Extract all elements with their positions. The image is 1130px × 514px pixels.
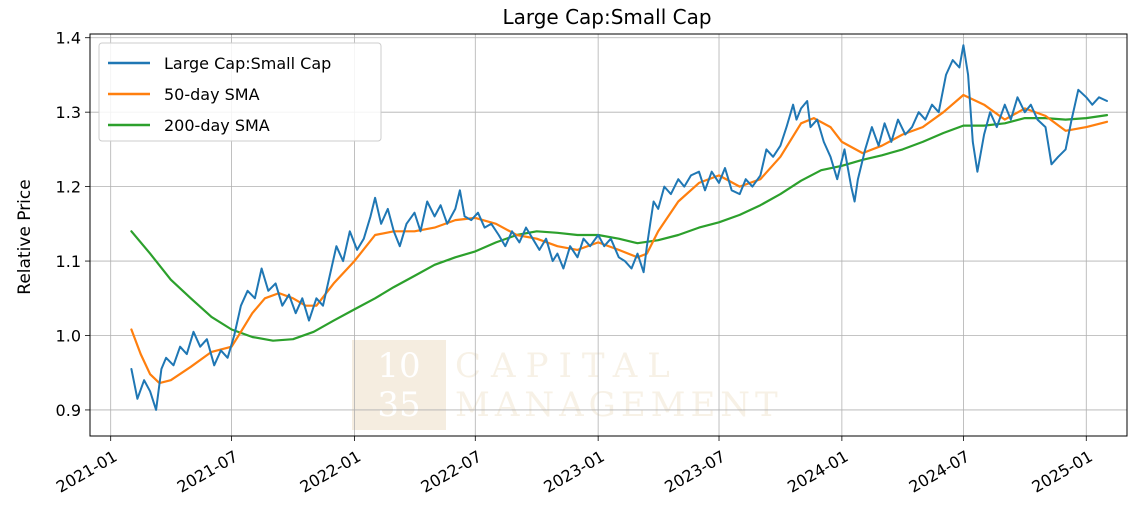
plot-frame xyxy=(89,33,1128,437)
y-tick-label: 1.0 xyxy=(56,327,81,346)
x-tick-label: 2021-01 xyxy=(53,447,120,497)
legend-label: 50-day SMA xyxy=(164,85,260,104)
x-tick-label: 2025-01 xyxy=(1028,447,1095,497)
y-tick-label: 0.9 xyxy=(56,401,81,420)
y-axis-label: Relative Price xyxy=(15,179,35,294)
y-tick-label: 1.1 xyxy=(56,252,81,271)
axes xyxy=(89,33,1128,437)
series-line-1 xyxy=(130,93,1109,385)
x-tick-label: 2022-07 xyxy=(417,447,484,497)
x-tick-label: 2024-01 xyxy=(784,447,851,497)
legend: Large Cap:Small Cap 50-day SMA 200-day SMA xyxy=(98,42,382,142)
legend-label: 200-day SMA xyxy=(164,116,270,135)
series-line-0 xyxy=(130,44,1108,411)
x-tick-label: 2022-01 xyxy=(297,447,364,497)
watermark-text-line2: MANAGEMENT xyxy=(455,385,783,425)
watermark-logo: 10 35 CAPITAL MANAGEMENT xyxy=(352,340,783,430)
legend-frame xyxy=(98,42,382,142)
watermark-box-line2: 35 xyxy=(377,385,420,425)
y-tick-label: 1.4 xyxy=(56,29,81,48)
watermark-box-line1: 10 xyxy=(377,346,420,386)
series-lines xyxy=(130,44,1109,411)
legend-label: Large Cap:Small Cap xyxy=(164,54,331,73)
watermark-box xyxy=(352,340,446,430)
x-tick-label: 2024-07 xyxy=(906,447,973,497)
watermark-text-line1: CAPITAL xyxy=(455,346,680,386)
y-tick-label: 1.3 xyxy=(56,103,81,122)
x-tick-label: 2023-01 xyxy=(540,447,607,497)
x-tick-label: 2023-07 xyxy=(661,447,728,497)
x-tick-label: 2021-07 xyxy=(174,447,241,497)
chart-title: Large Cap:Small Cap xyxy=(502,5,711,29)
series-line-2 xyxy=(130,114,1109,342)
y-tick-label: 1.2 xyxy=(56,178,81,197)
